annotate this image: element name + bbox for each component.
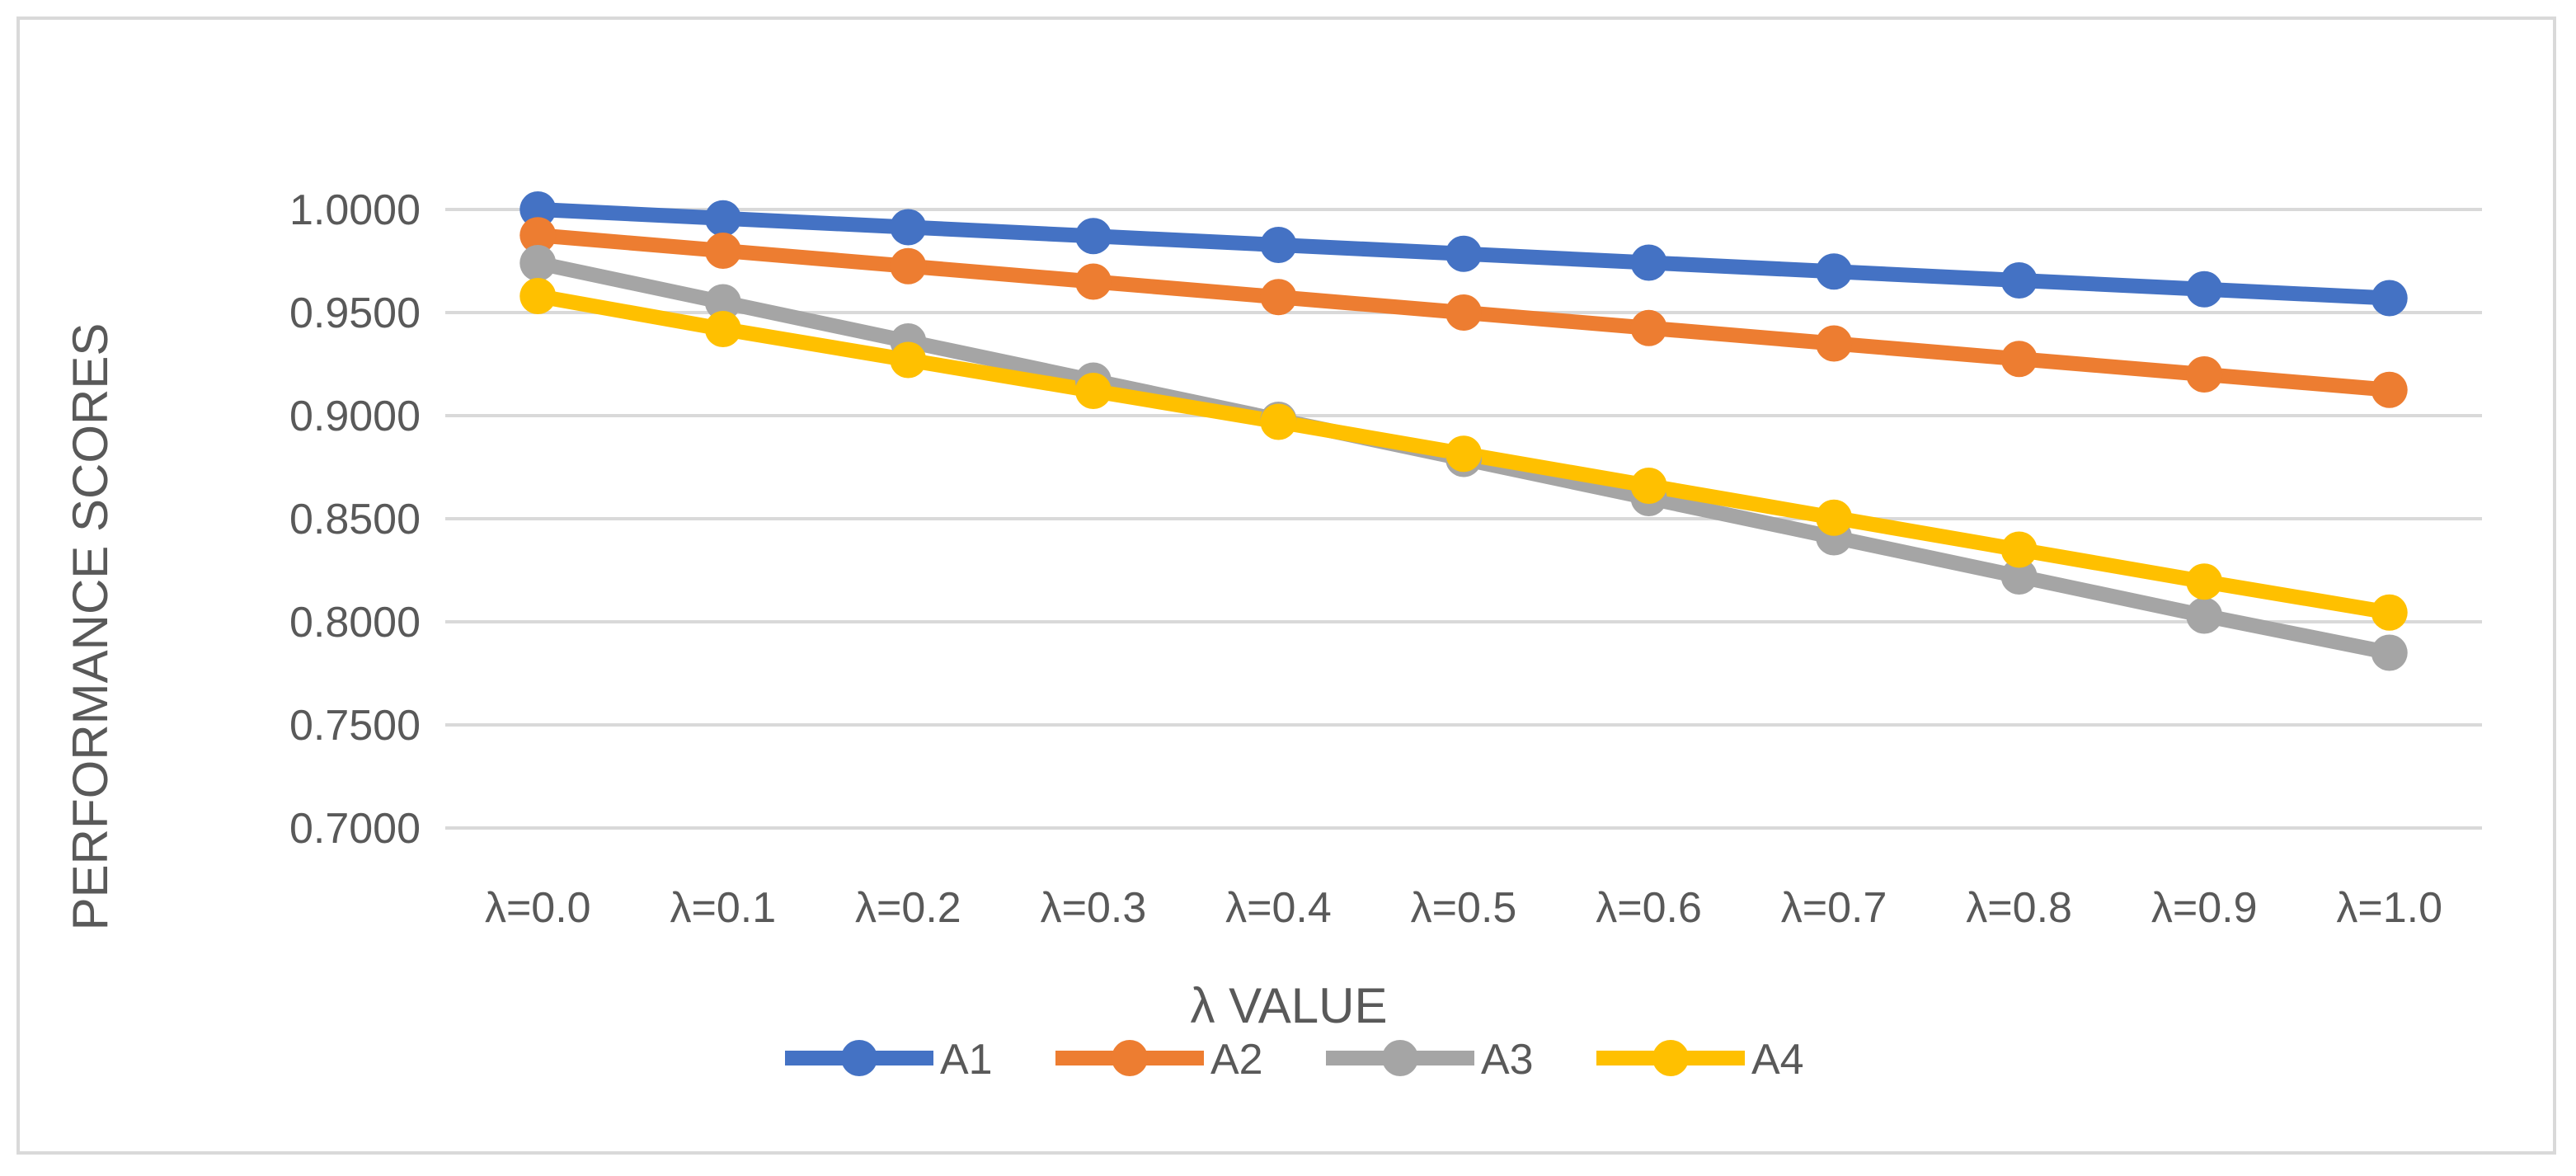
x-tick-label: λ=0.5 bbox=[1411, 884, 1517, 932]
series-markers bbox=[519, 191, 2408, 671]
data-point bbox=[2000, 341, 2038, 378]
legend-marker bbox=[841, 1040, 877, 1076]
x-tick-label: λ=0.8 bbox=[1966, 884, 2072, 932]
data-point bbox=[2371, 634, 2408, 671]
data-point bbox=[1260, 227, 1297, 263]
x-tick-label: λ=0.3 bbox=[1041, 884, 1147, 932]
data-point bbox=[1260, 403, 1297, 440]
legend-marker bbox=[1652, 1040, 1689, 1076]
data-point bbox=[2000, 531, 2038, 568]
legend-marker bbox=[1382, 1040, 1418, 1076]
y-axis-ticks: 0.7000 0.7500 0.8000 0.8500 0.9000 0.9500 1.00… bbox=[289, 186, 421, 853]
legend-item-a2: A2 bbox=[1055, 1036, 1263, 1084]
data-point bbox=[2000, 262, 2038, 299]
legend-label: A3 bbox=[1481, 1036, 1534, 1084]
y-tick-label: 0.7500 bbox=[289, 702, 421, 750]
data-point bbox=[2371, 594, 2408, 631]
data-point bbox=[890, 341, 927, 379]
data-point bbox=[704, 200, 741, 237]
data-point bbox=[2186, 563, 2223, 600]
data-point bbox=[704, 233, 741, 269]
data-point bbox=[2371, 280, 2408, 317]
data-point bbox=[704, 311, 741, 347]
data-point bbox=[1445, 235, 1482, 272]
data-point bbox=[890, 209, 927, 246]
data-point bbox=[1074, 218, 1112, 255]
x-tick-label: λ=0.6 bbox=[1596, 884, 1702, 932]
data-point bbox=[1260, 279, 1297, 316]
data-point bbox=[1630, 244, 1667, 281]
y-tick-label: 1.0000 bbox=[289, 186, 421, 234]
series-markers-a2 bbox=[519, 217, 2408, 408]
series-markers-a4 bbox=[519, 278, 2408, 631]
x-tick-label: λ=0.7 bbox=[1781, 884, 1887, 932]
data-point bbox=[2186, 597, 2223, 634]
data-point bbox=[1074, 373, 1112, 409]
series-markers-a1 bbox=[519, 191, 2408, 317]
x-tick-label: λ=0.1 bbox=[670, 884, 776, 932]
data-point bbox=[519, 245, 557, 281]
y-tick-label: 0.8500 bbox=[289, 496, 421, 543]
data-point bbox=[2186, 270, 2223, 308]
data-point bbox=[1630, 309, 1667, 346]
data-point bbox=[519, 217, 557, 254]
data-point bbox=[1816, 253, 1853, 290]
x-tick-label: λ=0.4 bbox=[1225, 884, 1332, 932]
legend-item-a3: A3 bbox=[1326, 1036, 1534, 1084]
x-tick-label: λ=1.0 bbox=[2336, 884, 2442, 932]
data-point bbox=[1074, 263, 1112, 300]
x-axis-title: λ VALUE bbox=[1191, 978, 1388, 1033]
x-axis-ticks: λ=0.0 λ=0.1 λ=0.2 λ=0.3 λ=0.4 λ=0.5 λ=0.6 λ=0.7… bbox=[485, 884, 2442, 932]
legend-label: A4 bbox=[1751, 1036, 1804, 1084]
series-lines bbox=[530, 202, 2397, 661]
data-point bbox=[1445, 294, 1482, 331]
data-point bbox=[519, 191, 557, 228]
data-point bbox=[1630, 468, 1667, 504]
x-tick-label: λ=0.0 bbox=[485, 884, 591, 932]
data-point bbox=[2000, 558, 2038, 595]
y-axis-title: PERFORMANCE SCORES bbox=[63, 323, 118, 931]
legend-item-a1: A1 bbox=[785, 1036, 993, 1084]
legend-item-a4: A4 bbox=[1596, 1036, 1804, 1084]
data-point bbox=[2186, 356, 2223, 393]
x-tick-label: λ=0.9 bbox=[2151, 884, 2258, 932]
data-point bbox=[519, 278, 557, 314]
data-point bbox=[1816, 325, 1853, 362]
y-tick-label: 0.7000 bbox=[289, 805, 421, 853]
y-tick-label: 0.8000 bbox=[289, 599, 421, 647]
legend: A1 A2 A3 A4 bbox=[785, 1036, 1804, 1084]
y-tick-label: 0.9000 bbox=[289, 393, 421, 440]
legend-label: A1 bbox=[940, 1036, 993, 1084]
data-point bbox=[1816, 499, 1853, 536]
legend-label: A2 bbox=[1210, 1036, 1263, 1084]
data-point bbox=[1445, 435, 1482, 473]
y-tick-label: 0.9500 bbox=[289, 289, 421, 337]
data-point bbox=[890, 247, 927, 285]
data-point bbox=[704, 284, 741, 321]
x-tick-label: λ=0.2 bbox=[855, 884, 961, 932]
chart-frame bbox=[16, 16, 2556, 1155]
data-point bbox=[2371, 371, 2408, 408]
legend-marker bbox=[1112, 1040, 1148, 1076]
